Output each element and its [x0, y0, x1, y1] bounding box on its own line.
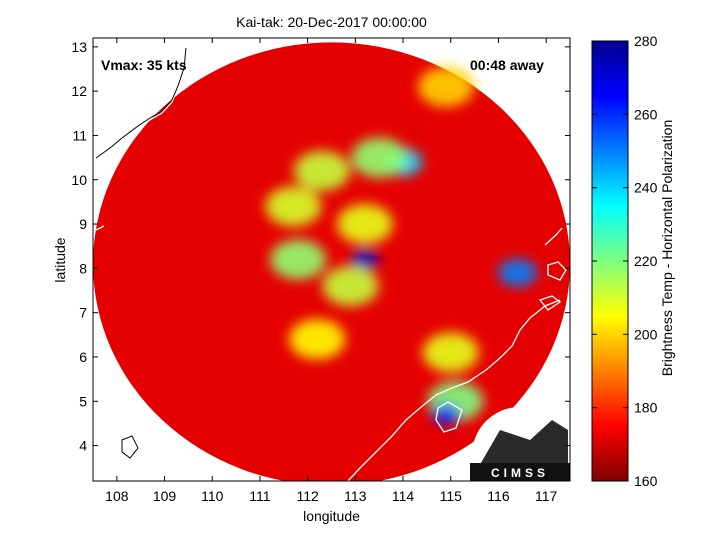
colorbar-tick-label: 200	[634, 326, 658, 342]
y-tick-label: 6	[79, 349, 87, 365]
y-tick-label: 7	[79, 305, 87, 321]
vmax-annotation: Vmax: 35 kts	[101, 57, 187, 73]
colorbar-tick-label: 180	[634, 400, 658, 416]
colorbar-tick-label: 260	[634, 106, 658, 122]
feature-blob	[336, 204, 393, 245]
feature-blob	[422, 332, 479, 373]
plot-frame	[92, 37, 571, 482]
colorbar-tick-label: 160	[634, 473, 658, 489]
y-tick-label: 5	[79, 393, 87, 409]
x-tick-label: 117	[535, 488, 558, 504]
cimss-logo: CIMSS	[470, 407, 570, 503]
x-tick-label: 115	[440, 488, 463, 504]
chart-title: Kai-tak: 20-Dec-2017 00:00:00	[236, 14, 427, 30]
feature-blob	[293, 150, 350, 191]
x-axis: 108 109 110 111 112 113 114 115 116 117	[105, 38, 558, 504]
feature-blob	[265, 186, 322, 227]
x-tick-label: 110	[201, 488, 224, 504]
x-tick-label: 114	[392, 488, 415, 504]
y-tick-label: 8	[79, 260, 87, 276]
coastlines-dark	[95, 47, 187, 459]
y-tick-label: 4	[79, 438, 87, 454]
y-axis: 4 5 6 7 8 9 10 11 12 13	[71, 39, 570, 454]
x-tick-label: 112	[296, 488, 319, 504]
feature-blob	[417, 66, 474, 107]
colorbar-tick-label: 280	[634, 33, 658, 49]
x-tick-label: 113	[344, 488, 367, 504]
colorbar-ticks: 280 260 240 220 200 180 160	[592, 33, 658, 489]
feature-blob	[431, 404, 460, 425]
x-axis-label: longitude	[303, 508, 360, 524]
colorbar-tick-label: 240	[634, 180, 658, 196]
feature-blob	[289, 319, 346, 360]
feature-blob	[497, 258, 538, 287]
y-tick-label: 10	[71, 172, 87, 188]
y-tick-label: 12	[71, 83, 87, 99]
y-tick-label: 13	[71, 39, 87, 55]
x-tick-label: 116	[487, 488, 510, 504]
x-tick-label: 111	[249, 488, 270, 504]
feature-blob	[350, 249, 379, 270]
feature-blob	[351, 137, 408, 178]
colorbar-tick-label: 220	[634, 253, 658, 269]
x-tick-label: 109	[153, 488, 177, 504]
plot-area	[93, 39, 570, 481]
y-tick-label: 11	[72, 127, 87, 143]
feature-blob	[270, 239, 327, 280]
logo-text: CIMSS	[491, 466, 549, 480]
feature-blob	[322, 266, 379, 307]
time-away-annotation: 00:48 away	[470, 57, 544, 73]
brightness-features	[265, 66, 538, 425]
colorbar	[591, 40, 629, 482]
x-tick-label: 108	[105, 488, 129, 504]
y-tick-label: 9	[79, 216, 87, 232]
